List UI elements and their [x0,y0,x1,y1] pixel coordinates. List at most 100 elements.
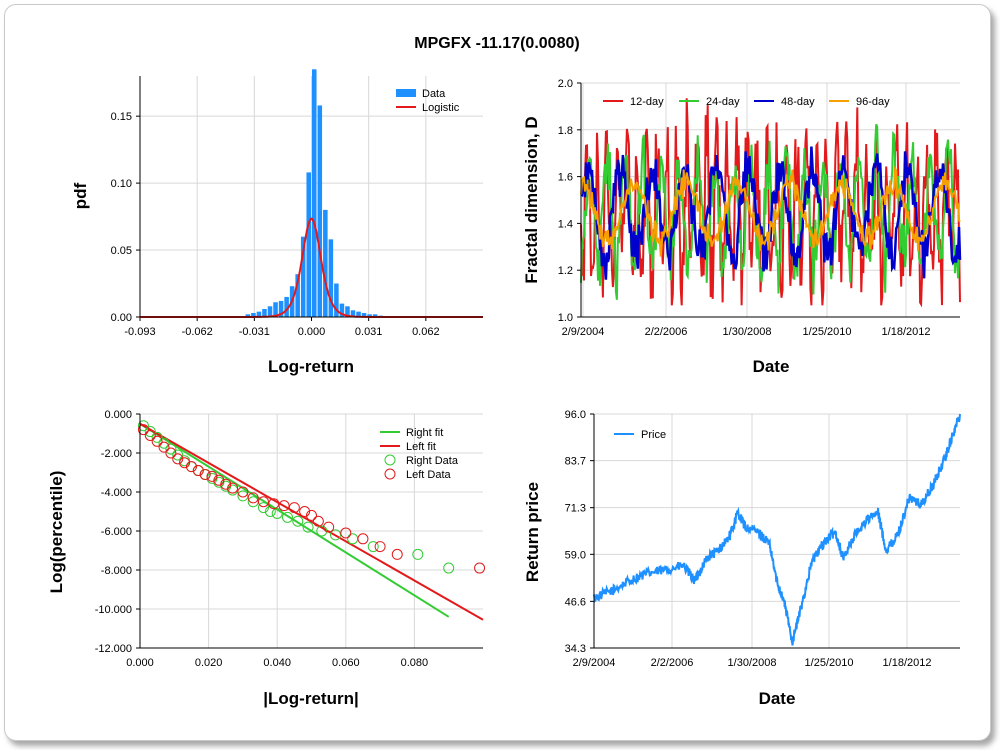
tail-legend-rightdata: Right Data [406,455,459,467]
fractal-ytick-label: 1.2 [558,265,573,277]
tail-right-data-point [172,449,184,461]
tail-right-fit-line [139,422,450,618]
tail-legend-rightfit: Right fit [406,427,443,439]
pdf-bar [345,306,350,317]
pdf-bar [361,312,367,317]
tail-right-data-point [165,443,177,455]
tail-left-data-point [144,429,156,441]
pdf-bar [284,296,289,317]
price-ytick-label: 96.0 [565,409,586,421]
pdf-ytick-label: 0.10 [111,178,132,190]
tail-right-data-point [367,541,379,553]
tail-left-data-point [306,509,317,521]
tail-ylabel: Log(percentile) [47,471,66,594]
tail-right-data-point [144,426,156,438]
fractal-legend-12-day: 12-day [630,96,664,108]
tail-ytick-label: 0.000 [104,409,132,421]
tail-left-data-point [227,482,239,494]
price-xtick-label: 1/30/2008 [728,657,777,669]
pdf-bar [350,310,356,317]
pdf-histogram-chart: -0.093 -0.062 -0.031 0.000 0.031 0.062 0.00 0.0… [71,69,483,376]
tail-right-data-point [302,521,314,533]
tail-legend-swatch-leftdata [384,468,396,480]
tail-xtick-label: 0.020 [195,657,223,669]
pdf-ytick-label: 0.15 [111,111,132,123]
tail-left-data-point [165,447,177,459]
pdf-bar [295,274,300,317]
tail-left-data-point [137,424,149,436]
fractal-ytick-label: 1.6 [558,172,573,184]
fractal-dimension-chart: 2/9/2004 2/2/2006 1/30/2008 1/25/2010 1/18/2… [522,78,962,376]
price-ytick-label: 34.3 [565,643,586,655]
tail-right-data-point [271,507,283,519]
tail-right-data-point [151,431,163,443]
tail-left-data-point [278,500,290,512]
pdf-bar [356,311,361,317]
pdf-xtick-label: -0.093 [124,326,155,338]
pdf-xtick-label: 0.062 [412,326,440,338]
fractal-ytick-label: 2.0 [558,78,573,90]
price-ytick-label: 59.0 [565,549,586,561]
pdf-bar [317,105,323,317]
pdf-legend-data: Data [422,88,446,100]
fractal-series-48-day [580,146,962,280]
fractal-ytick-label: 1.0 [558,312,573,324]
tail-fit-chart: 0.000 0.020 0.040 0.060 0.080 0.000 -2.000 -4.0… [47,409,486,708]
pdf-legend-logistic: Logistic [422,102,460,114]
tail-left-data-point [312,515,324,527]
tail-right-data-point [412,548,424,560]
price-ylabel: Return price [523,482,542,582]
fractal-ytick-label: 1.4 [558,218,573,230]
pdf-bar [372,314,378,317]
tail-right-data-point [316,525,328,537]
tail-xtick-label: 0.060 [332,657,360,669]
pdf-bar [312,69,317,317]
pdf-xtick-label: -0.062 [182,326,213,338]
tail-left-data-point [357,533,369,545]
tail-left-data-point [237,486,249,498]
fractal-series-12-day [580,98,961,308]
tail-xtick-label: 0.040 [263,657,291,669]
fractal-xtick-label: 1/25/2010 [803,326,852,338]
tail-left-data-point [247,492,259,504]
tail-right-data-point [137,420,149,432]
pdf-bar [334,283,339,317]
price-ytick-label: 71.3 [565,503,586,515]
tail-right-data-point [292,515,304,527]
tail-left-data-point [172,453,184,465]
pdf-bar [262,308,267,317]
price-xtick-label: 1/25/2010 [805,657,854,669]
pdf-ytick-label: 0.05 [111,245,132,257]
pdf-bar [300,236,306,317]
pdf-bar [251,312,256,317]
tail-left-data-point [213,474,225,486]
pdf-bar [273,302,278,317]
price-xtick-label: 1/18/2012 [883,657,932,669]
tail-xtick-label: 0.080 [401,657,429,669]
pdf-bar [339,303,345,317]
pdf-bar [278,300,284,317]
pdf-legend-swatch-data [396,89,416,97]
tail-ytick-label: -8.000 [101,565,132,577]
pdf-bar [367,314,372,317]
tail-xtick-label: 0.000 [126,657,154,669]
pdf-bar [256,311,262,317]
pdf-ylabel: pdf [71,182,90,209]
price-ytick-label: 46.6 [565,596,586,608]
pdf-bar [323,209,328,317]
pdf-xlabel: Log-return [268,357,354,376]
tail-right-data-point [281,511,293,523]
price-xtick-label: 2/2/2006 [651,657,694,669]
tail-right-data-point [443,562,455,574]
fractal-ytick-label: 1.8 [558,125,573,137]
tail-right-data-point [347,533,359,545]
figure-title: MPGFX -11.17(0.0080) [414,35,579,52]
pdf-bar [328,239,334,317]
tail-left-data-point [158,441,170,453]
fractal-xtick-label: 1/18/2012 [882,326,931,338]
tail-left-data-point [151,435,163,447]
tail-ytick-label: -6.000 [101,526,132,538]
tail-left-data-point [192,465,204,477]
pdf-bar [245,314,251,317]
